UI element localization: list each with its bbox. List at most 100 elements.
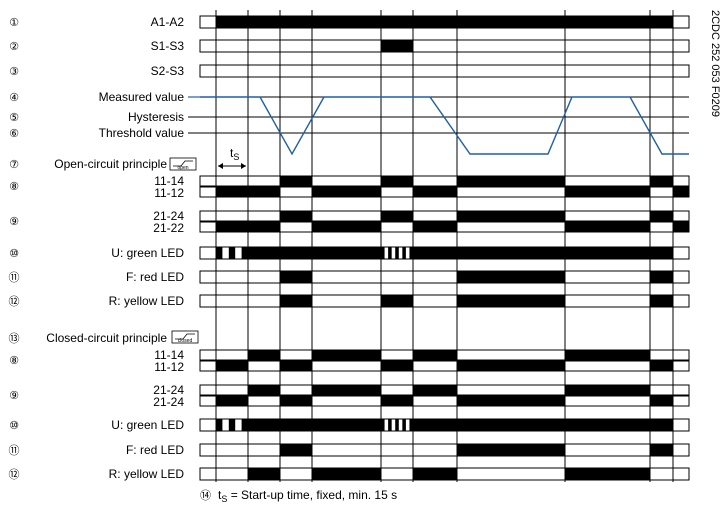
row-number: ③ <box>9 65 19 78</box>
cc_c1-bot-bar-2 <box>381 361 413 371</box>
row-number: ⑤ <box>9 111 19 124</box>
row-number: ⑥ <box>9 127 19 140</box>
row-label-2: 11-12 <box>154 186 184 200</box>
cc_c2-bot-bar-4 <box>650 396 673 406</box>
cc_r-bar-0 <box>248 468 280 480</box>
row-label-2: 11-12 <box>154 360 184 374</box>
oc_c1-top-strip <box>199 175 690 187</box>
cc_u-bar-0 <box>248 419 381 431</box>
cc_c1-top-bar-2 <box>413 350 457 360</box>
oc_c1-top-bar-0 <box>280 176 312 186</box>
footnote-text: tS = Start-up time, fixed, min. 15 s <box>218 488 397 504</box>
ts-arrowhead-right <box>241 163 246 169</box>
signal-bars <box>199 15 690 481</box>
oc_c2-top-bar-0 <box>280 211 312 221</box>
oc_c1-bot-bar-2 <box>413 187 457 197</box>
oc_c2-bot-bar-4 <box>673 222 689 232</box>
oc_c2-top-bar-2 <box>457 211 565 221</box>
row-label: Hysteresis <box>128 110 184 124</box>
cc_c1-bot-bar-1 <box>280 361 312 371</box>
cc_c2-bot-bar-1 <box>280 396 312 406</box>
row-number: ④ <box>9 91 19 104</box>
cc_r-bar-2 <box>413 468 457 480</box>
row-label: S2-S3 <box>151 64 185 78</box>
row-number: ⑪ <box>9 444 20 457</box>
cc_u-blink-1-2 <box>395 419 399 431</box>
row-number: ⑧ <box>9 180 19 193</box>
cc_c1-top-bar-3 <box>565 350 650 360</box>
row-number: ⑪ <box>9 271 20 284</box>
cc_c1-top-bar-0 <box>248 350 280 360</box>
cc_c1-bot-bar-3 <box>457 361 565 371</box>
row-label: 11-14 <box>154 174 184 188</box>
cc_f-strip <box>199 443 690 457</box>
s1s3-strip <box>199 39 690 53</box>
a1a2-bar-0 <box>216 16 673 28</box>
row-number: ⑩ <box>9 419 19 432</box>
row-number: ⑬ <box>9 332 20 345</box>
oc_c1-bot-bar-3 <box>565 187 650 197</box>
oc_c1-top-bar-3 <box>650 176 673 186</box>
cc_r-bar-3 <box>565 468 650 480</box>
row-number: ⑨ <box>9 215 19 228</box>
measured-value-curve-line <box>200 96 689 156</box>
oc_r-bar-1 <box>381 295 413 307</box>
cc_c2-bot-strip <box>199 395 690 407</box>
row-number: ① <box>9 16 19 29</box>
oc_u-blink-1-2 <box>395 247 399 259</box>
oc_c2-top-strip <box>199 210 690 222</box>
oc_c1-top-bar-1 <box>381 176 413 186</box>
oc_c2-bot-bar-0 <box>216 222 280 232</box>
oc_c2-top-bar-3 <box>650 211 673 221</box>
row-label: R: yellow LED <box>109 294 185 308</box>
oc_c2-top-bar-1 <box>381 211 413 221</box>
cc_c1-bot-strip <box>199 360 690 372</box>
oc_f-strip <box>199 270 690 284</box>
oc_c2-bot-bar-1 <box>312 222 381 232</box>
cc_u-blink-1-4 <box>409 419 413 431</box>
row-number: ⑧ <box>9 354 19 367</box>
row-label: U: green LED <box>111 418 184 432</box>
row-number: ⑦ <box>9 158 19 171</box>
row-label: Open-circuit principle <box>54 157 167 171</box>
oc_r-bar-0 <box>280 295 312 307</box>
oc_c1-bot-bar-1 <box>312 187 381 197</box>
measured-value-curve <box>200 96 689 156</box>
timing-gridlines <box>188 10 689 482</box>
oc_c1-top-bar-2 <box>457 176 565 186</box>
oc_u-blink-0-0 <box>216 247 223 259</box>
row-label: R: yellow LED <box>109 467 185 481</box>
oc_f-bar-0 <box>280 271 312 283</box>
cc_c2-top-bar-0 <box>248 385 280 395</box>
row-label: Measured value <box>99 90 185 104</box>
row-number: ⑨ <box>9 389 19 402</box>
oc_r-bar-2 <box>457 295 565 307</box>
row-label-2: 21-24 <box>153 395 184 409</box>
row-number: ⑩ <box>9 247 19 260</box>
cc_f-bar-1 <box>457 444 565 456</box>
cc_c2-bot-bar-3 <box>457 396 565 406</box>
row-number: ⑫ <box>9 468 20 481</box>
cc_c2-top-bar-2 <box>413 385 457 395</box>
cc_u-blink-1-1 <box>388 419 392 431</box>
cc_f-bar-2 <box>650 444 673 456</box>
oc_u-blink-0-2 <box>241 247 248 259</box>
svg-text:open: open <box>177 165 188 171</box>
cc_f-bar-0 <box>280 444 312 456</box>
svg-text:closed: closed <box>178 338 193 344</box>
oc_f-bar-2 <box>650 271 673 283</box>
annotations: tS open closed ⑭ tS = Start-up time, fixed, … <box>169 10 721 504</box>
oc_u-blink-1-3 <box>402 247 406 259</box>
closed-principle-icon: closed <box>171 330 199 344</box>
oc_c2-bot-bar-3 <box>565 222 650 232</box>
oc_c2-bot-bar-2 <box>413 222 457 232</box>
oc_u-blink-1-1 <box>388 247 392 259</box>
row-number: ⑫ <box>9 295 20 308</box>
oc_u-blink-0-1 <box>228 247 236 259</box>
cc_u-bar-1 <box>413 419 673 431</box>
footnote-number: ⑭ <box>200 489 211 502</box>
cc_u-blink-1-0 <box>381 419 385 431</box>
cc_c2-top-bar-1 <box>312 385 381 395</box>
row-label: F: red LED <box>126 443 184 457</box>
